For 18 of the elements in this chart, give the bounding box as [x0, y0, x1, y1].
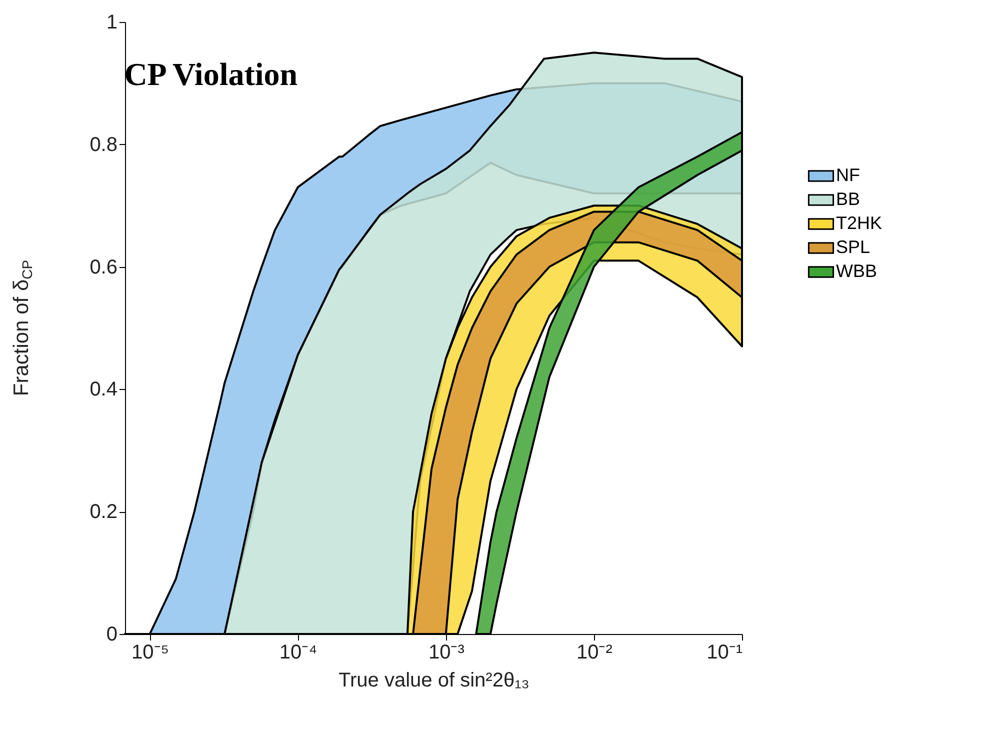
x-tick-label: 10⁻⁵: [132, 642, 170, 664]
y-tick-label: 0.2: [90, 501, 118, 524]
legend-label: SPL: [836, 237, 870, 257]
x-tick-label: 10⁻³: [428, 642, 465, 664]
y-tick-label: 0: [106, 624, 118, 646]
text: CP Violation: [124, 56, 298, 92]
y-tick-label: 0.8: [90, 134, 118, 156]
y-tick-label: 0.4: [90, 378, 118, 401]
x-axis-title: True value of sin²2θ₁₃: [338, 670, 530, 692]
legend-label: NF: [836, 165, 860, 185]
y-tick-label: 1: [106, 12, 118, 34]
x-tick-label: 10⁻⁴: [279, 642, 318, 664]
legend-label: BB: [836, 189, 860, 209]
legend-label: T2HK: [836, 213, 882, 233]
y-tick-label: 0.6: [90, 256, 118, 278]
x-tick-label: 10⁻¹: [706, 642, 743, 664]
x-tick-label: 10⁻²: [576, 642, 613, 664]
legend-label: WBB: [836, 261, 878, 281]
